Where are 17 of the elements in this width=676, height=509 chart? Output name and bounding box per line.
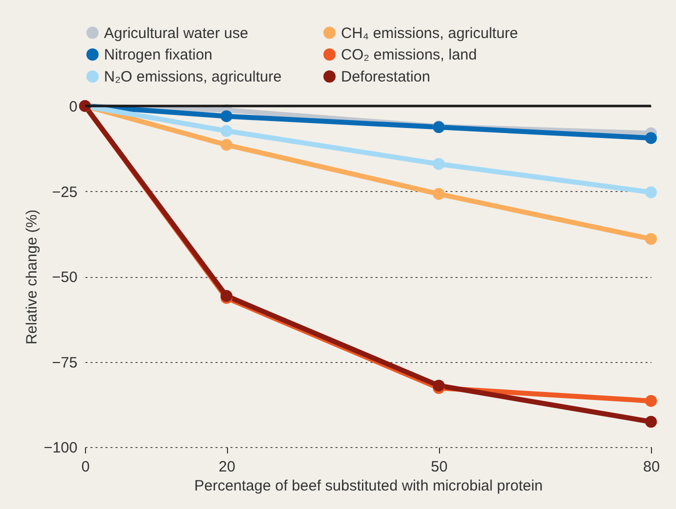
legend-label: Deforestation (341, 68, 430, 86)
x-tick-label: 20 (218, 458, 236, 476)
legend-label: CH₄ emissions, agriculture (341, 24, 518, 42)
y-tick-label: −100 (44, 440, 78, 456)
x-axis-title: Percentage of beef substituted with microbial protein (194, 478, 543, 494)
y-axis-title: Relative change (%) (24, 209, 41, 345)
y-tick-label: −25 (52, 184, 78, 201)
y-tick-label: −75 (52, 354, 78, 372)
x-tick-label: 0 (81, 458, 90, 476)
x-tick-label: 80 (643, 458, 660, 476)
y-tick-label: −50 (52, 269, 78, 286)
legend-label: CO₂ emissions, land (341, 46, 477, 64)
legend-label: N₂O emissions, agriculture (104, 68, 282, 86)
y-tick-label: 0 (69, 98, 78, 116)
legend-label: Agricultural water use (104, 24, 248, 42)
legend-label: Nitrogen fixation (104, 46, 212, 64)
x-tick-label: 50 (430, 458, 448, 476)
